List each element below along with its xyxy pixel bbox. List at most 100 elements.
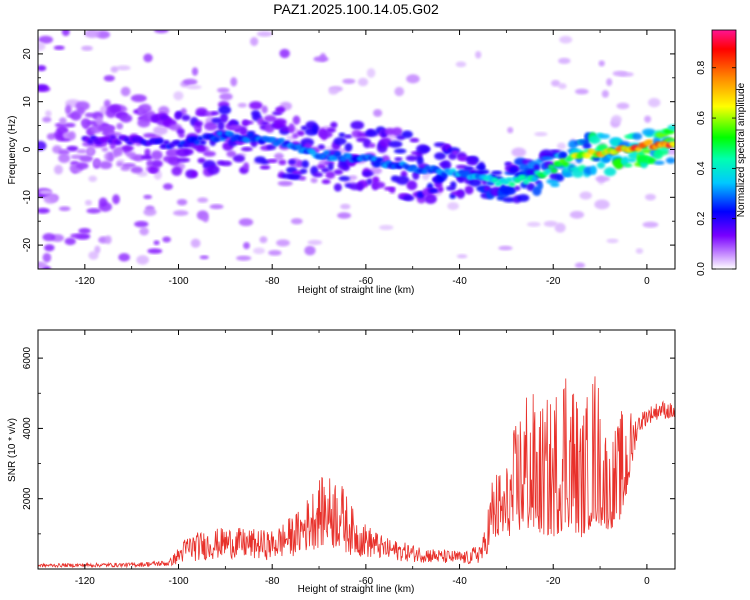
- spectrogram-noise-blob: [118, 253, 131, 262]
- spectrogram-noise-blob: [310, 177, 318, 184]
- spectrogram-halo-blob: [667, 124, 675, 131]
- spectrogram-noise-blob: [644, 193, 656, 201]
- spectrogram-halo-blob: [76, 106, 85, 115]
- spectrogram-noise-blob: [176, 198, 188, 206]
- spectrogram-halo-blob: [239, 126, 248, 136]
- spectrogram-halo-blob: [275, 106, 286, 114]
- spectrogram-halo-blob: [393, 148, 407, 154]
- spectrogram-halo-blob: [278, 159, 287, 166]
- spectrogram-halo-blob: [191, 170, 198, 178]
- spectrogram-halo-blob: [406, 180, 418, 191]
- spectrogram-halo-blob: [333, 169, 344, 175]
- spectrogram-noise-blob: [66, 145, 79, 152]
- spectrogram-halo-blob: [312, 172, 324, 178]
- spectrogram-noise-blob: [277, 180, 293, 187]
- spectrogram-noise-blob: [558, 57, 571, 64]
- snr-x-tick-label: -80: [265, 576, 280, 587]
- spectrogram-ridge-blob: [115, 139, 123, 146]
- spectrogram-noise-blob: [526, 221, 541, 227]
- spectrogram-halo-blob: [368, 143, 376, 148]
- spectrogram-halo-blob: [589, 135, 601, 144]
- spectrogram-noise-blob: [290, 218, 303, 225]
- spectrogram-noise-blob: [455, 61, 467, 68]
- spectrogram-noise-blob: [337, 212, 352, 219]
- spectrogram-ridge-blob: [193, 139, 201, 145]
- spectrogram-ridge-blob: [162, 139, 170, 146]
- snr-y-ticks: 2000 4000 6000: [22, 347, 675, 535]
- spectrogram-halo-blob: [217, 120, 225, 131]
- spectrogram-halo-blob: [121, 145, 134, 152]
- colorbar-tick-label: 0.0: [696, 262, 707, 276]
- spectrogram-halo-blob: [366, 178, 373, 185]
- spectrogram-halo-blob: [232, 154, 246, 163]
- spectrogram-halo-blob: [620, 159, 628, 165]
- spectrogram-halo-blob: [67, 131, 76, 141]
- spectrogram-noise-blob: [276, 239, 290, 247]
- spectrogram-halo-blob: [95, 116, 103, 127]
- snr-y-tick-label: 4000: [22, 417, 33, 440]
- spectrogram-halo-blob: [175, 110, 183, 119]
- spectrogram-halo-blob: [445, 185, 456, 191]
- spectrogram-halo-blob: [133, 154, 145, 162]
- snr-x-tick-label: -20: [546, 576, 561, 587]
- spectrogram-halo-blob: [333, 137, 347, 146]
- spectrogram-noise-blob: [635, 248, 644, 254]
- spectrogram-halo-blob: [402, 195, 415, 202]
- spectrogram-halo-blob: [159, 114, 169, 121]
- spectrogram-ridge-blob: [530, 176, 538, 182]
- snr-x-ticks: -120 -100 -80 -60 -40 -20 0: [37, 330, 650, 587]
- spectrogram-halo-blob: [379, 137, 392, 148]
- spectrogram-noise-blob: [202, 214, 209, 223]
- colorbar-tick-label: 0.2: [696, 211, 707, 225]
- spectrogram-noise-blob: [38, 261, 48, 268]
- spectrogram-noise-blob: [103, 75, 115, 82]
- spectrogram-halo-blob: [138, 103, 152, 114]
- spectrogram-halo-blob: [194, 120, 204, 127]
- spectrogram-halo-blob: [130, 166, 143, 174]
- spectrogram-halo-blob: [65, 104, 72, 115]
- spectrogram-noise-blob: [88, 175, 98, 182]
- spectrogram-halo-blob: [356, 182, 364, 192]
- snr-x-tick-label: -60: [359, 576, 374, 587]
- spectrogram-ridge-blob: [561, 161, 569, 167]
- spectrogram-y-tick-label: -20: [22, 237, 33, 252]
- spectrogram-halo-blob: [218, 105, 232, 115]
- spectrogram-heatmap: [38, 30, 675, 269]
- spectrogram-noise-blob: [147, 248, 163, 254]
- spectrogram-halo-blob: [116, 122, 124, 130]
- spectrogram-noise-blob: [130, 94, 147, 103]
- spectrogram-noise-blob: [357, 77, 369, 87]
- spectrogram-halo-blob: [311, 124, 319, 134]
- spectrogram-ridge-blob: [269, 137, 277, 143]
- spectrogram-halo-blob: [75, 162, 89, 170]
- spectrogram-ridge-blob: [550, 168, 558, 174]
- spectrogram-noise-blob: [498, 245, 513, 251]
- spectrogram-noise-blob: [328, 87, 339, 95]
- spectrogram-noise-blob: [647, 97, 661, 108]
- spectrogram-ridge-blob: [196, 135, 204, 141]
- spectrogram-halo-blob: [526, 169, 537, 175]
- spectrogram-noise-blob: [182, 78, 198, 86]
- spectrogram-ridge-blob: [199, 139, 207, 146]
- spectrogram-halo-blob: [409, 137, 420, 143]
- spectrogram-halo-blob: [79, 155, 93, 163]
- spectrogram-noise-blob: [340, 203, 351, 210]
- spectrogram-noise-blob: [162, 183, 173, 190]
- spectrogram-noise-blob: [209, 204, 224, 210]
- spectrogram-halo-blob: [441, 160, 452, 170]
- spectrogram-ridge-blob: [294, 144, 302, 150]
- spectrogram-halo-blob: [623, 163, 633, 168]
- spectrogram-halo-blob: [388, 140, 403, 148]
- spectrogram-halo-blob: [292, 115, 301, 125]
- spectrogram-halo-blob: [115, 146, 123, 157]
- spectrogram-halo-blob: [394, 157, 403, 162]
- spectrogram-noise-blob: [86, 208, 102, 214]
- colorbar-tick-label: 0.8: [696, 60, 707, 74]
- spectrogram-noise-blob: [38, 35, 54, 44]
- spectrogram-halo-blob: [343, 134, 353, 139]
- spectrogram-ridge-blob: [545, 168, 553, 174]
- spectrogram-ridge-blob: [213, 136, 221, 143]
- spectrogram-y-axis-label: Frequency (Hz): [7, 116, 18, 185]
- spectrogram-noise-blob: [307, 239, 323, 246]
